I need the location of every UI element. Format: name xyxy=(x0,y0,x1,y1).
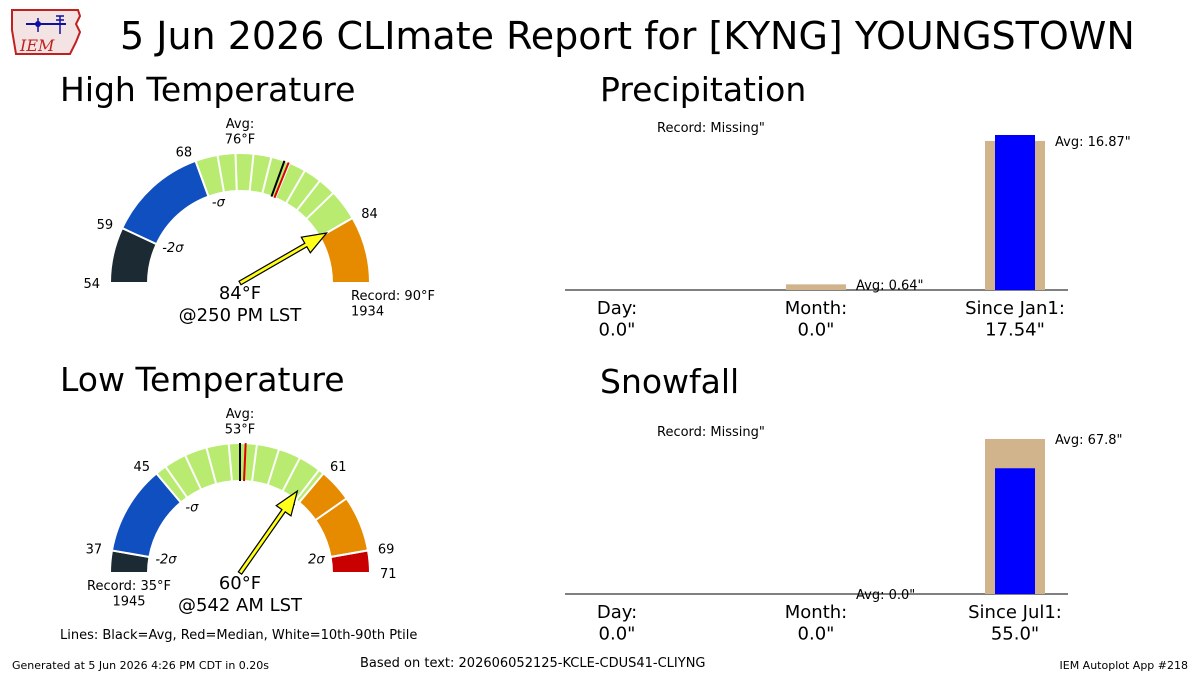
low-gauge-tick-label: 45 xyxy=(133,460,150,475)
high-gauge-avg-line xyxy=(270,160,286,197)
low-gauge-tick-label: 69 xyxy=(378,543,395,558)
high-gauge-record-label: Record: 90°F 1934 xyxy=(351,289,435,320)
snow-avg-label: Avg: 0.0" xyxy=(856,588,915,603)
legend-lines-note: Lines: Black=Avg, Red=Median, White=10th… xyxy=(60,628,418,643)
low-gauge-tick-label: 37 xyxy=(86,543,103,558)
source-text-id: Based on text: 202606052125-KCLE-CDUS41-… xyxy=(360,656,706,671)
snow-category-label: Since Jul1: 55.0" xyxy=(968,602,1062,645)
snow-category-label: Day: 0.0" xyxy=(597,602,637,645)
low-gauge-ptile-line xyxy=(295,469,320,501)
iowa-map-icon: IEM xyxy=(11,9,82,55)
snow-avg-label: Avg: 67.8" xyxy=(1055,433,1123,448)
high-gauge-sigma-label: -σ xyxy=(212,195,226,210)
high-gauge-band-1 xyxy=(120,159,210,246)
low-gauge-ptile-line xyxy=(251,443,258,482)
low-gauge-ptile-line xyxy=(164,465,189,499)
low-gauge-arrow xyxy=(237,489,299,575)
low-gauge-ptile-line xyxy=(205,447,218,485)
high-gauge-ptile-line xyxy=(295,179,321,212)
high-gauge-time-label: @250 PM LST xyxy=(179,305,303,326)
low-gauge-sigma-label: 2σ xyxy=(308,553,325,568)
low-gauge-time-label: @542 AM LST xyxy=(178,595,303,616)
low-gauge-ptile-line xyxy=(184,454,203,491)
low-gauge-avg-label: Avg: 53°F xyxy=(225,407,256,438)
low-gauge-ptile-line xyxy=(266,448,281,486)
high-gauge-sigma-label: -2σ xyxy=(162,241,184,256)
iem-logo: IEM xyxy=(8,6,84,62)
high-gauge-tick-label: 59 xyxy=(97,218,114,233)
low-gauge-median-line xyxy=(243,443,247,482)
precip-bar-avg xyxy=(786,284,846,290)
high-gauge-tick-label: 68 xyxy=(176,145,193,160)
high-gauge-tick-label: 84 xyxy=(361,207,378,222)
high-gauge-ptile-line xyxy=(216,154,226,193)
high-temp-title: High Temperature xyxy=(60,70,356,109)
snow-category-label: Month: 0.0" xyxy=(785,602,847,645)
low-gauge-sigma-label: -2σ xyxy=(155,553,177,568)
high-gauge-ptile-line xyxy=(305,191,335,220)
low-gauge-ptile-line xyxy=(314,497,348,522)
page-title: 5 Jun 2026 CLImate Report for [KYNG] YOU… xyxy=(120,14,1135,58)
low-gauge-tick-label: 71 xyxy=(380,567,397,582)
high-gauge-ptile-line xyxy=(261,156,273,194)
snow-record-note: Record: Missing" xyxy=(657,425,765,440)
low-temp-title: Low Temperature xyxy=(60,360,345,399)
high-gauge-tick-label: 54 xyxy=(83,277,100,292)
app-id: IEM Autoplot App #218 xyxy=(1059,659,1189,672)
precip-title: Precipitation xyxy=(600,70,807,109)
logo-text: IEM xyxy=(19,36,55,55)
low-gauge-ptile-line xyxy=(330,549,369,559)
low-gauge-ptile-line xyxy=(281,457,301,492)
snowfall-title: Snowfall xyxy=(600,362,740,401)
high-gauge-arrow xyxy=(238,232,329,286)
snow-bar-observed xyxy=(995,468,1035,594)
generated-timestamp: Generated at 5 Jun 2026 4:26 PM CDT in 0… xyxy=(12,659,270,672)
high-gauge-observed-label: 84°F xyxy=(219,283,261,304)
high-gauge-ptile-line xyxy=(248,153,255,192)
precip-avg-label: Avg: 16.87" xyxy=(1055,135,1131,150)
precip-category-label: Since Jan1: 17.54" xyxy=(965,298,1065,341)
low-gauge-tick-label: 61 xyxy=(330,460,347,475)
high-gauge-median-line xyxy=(273,162,290,199)
precip-record-note: Record: Missing" xyxy=(657,121,765,136)
low-gauge-observed-label: 60°F xyxy=(219,573,261,594)
low-gauge-record-label: Record: 35°F 1945 xyxy=(87,579,171,610)
low-gauge-sigma-label: -σ xyxy=(185,501,199,516)
precip-avg-label: Avg: 0.64" xyxy=(856,278,924,293)
high-gauge-band-3 xyxy=(318,216,372,284)
precip-category-label: Month: 0.0" xyxy=(785,298,847,341)
high-gauge-ptile-line xyxy=(285,169,306,204)
precip-category-label: Day: 0.0" xyxy=(597,298,637,341)
high-gauge-avg-label: Avg: 76°F xyxy=(225,117,256,148)
precip-bar-observed xyxy=(995,135,1035,290)
high-gauge-ptile-line xyxy=(234,153,238,192)
low-gauge-ptile-line xyxy=(227,443,233,482)
